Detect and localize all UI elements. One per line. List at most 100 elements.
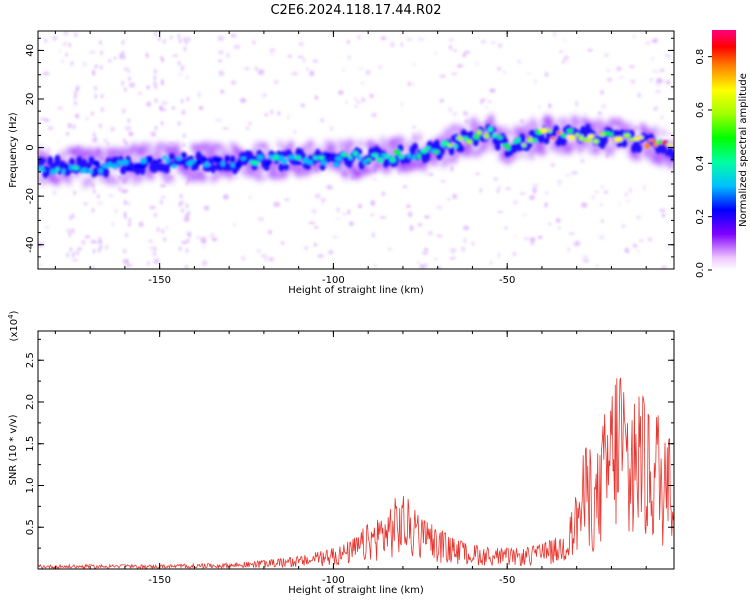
speckle-mark: [358, 67, 364, 71]
streak-mark: [153, 68, 157, 74]
spectrogram-y-ticks: -40 -20 0 20 40: [25, 37, 674, 270]
streak-mark: [69, 215, 73, 221]
spectrogram-x-axis-label: Height of straight line (km): [288, 285, 424, 296]
amplitude-mark: [49, 169, 57, 175]
amplitude-mark: [533, 138, 538, 143]
halo-mark: [65, 177, 72, 186]
amplitude-mark: [318, 155, 325, 160]
speckle-mark: [434, 257, 438, 261]
core-mark: [88, 156, 95, 165]
streak-mark: [185, 180, 189, 186]
spectrogram-heatmap: [38, 31, 674, 269]
core-mark: [207, 157, 214, 165]
halo-mark: [162, 172, 169, 184]
streak-mark: [157, 36, 161, 42]
streak-mark: [123, 199, 127, 205]
speckle-mark: [218, 59, 223, 63]
speckle-mark: [463, 237, 467, 244]
speckle-mark: [72, 259, 79, 262]
speckle-mark: [529, 195, 535, 201]
speckle-mark: [548, 103, 552, 109]
speckle-mark: [423, 247, 429, 252]
streak-mark: [163, 236, 167, 242]
halo-mark: [98, 151, 105, 158]
streak-mark: [118, 186, 122, 192]
amplitude-mark: [420, 148, 428, 154]
speckle-mark: [84, 235, 91, 239]
snr-line-area: [38, 377, 674, 569]
speckle-mark: [183, 216, 190, 223]
speckle-mark: [114, 208, 118, 214]
colorbar-label: Normalized spectral amplitude: [738, 73, 749, 227]
streak-mark: [97, 239, 101, 245]
speckle-mark: [563, 55, 569, 61]
speckle-mark: [559, 50, 564, 53]
speckle-mark: [234, 176, 239, 180]
ridge-core: [38, 123, 674, 179]
speckle-mark: [503, 71, 506, 74]
speckle-mark: [618, 203, 621, 206]
speckle-mark: [313, 208, 317, 215]
streak-mark: [178, 246, 182, 252]
speckle-mark: [632, 125, 639, 132]
streak-mark: [179, 193, 183, 199]
halo-mark: [215, 143, 222, 150]
amplitude-mark: [578, 135, 585, 142]
speckle-mark: [621, 224, 626, 229]
streak-mark: [76, 250, 80, 256]
halo-mark: [627, 121, 634, 132]
amplitude-mark: [456, 136, 464, 141]
halo-mark: [240, 166, 247, 177]
amplitude-mark: [592, 138, 600, 144]
speckle-mark: [303, 246, 309, 250]
speckle-mark: [373, 178, 378, 181]
streak-mark: [66, 131, 70, 137]
amplitude-mark: [483, 133, 490, 139]
streak-mark: [122, 138, 126, 144]
halo-mark: [504, 156, 511, 164]
speckle-mark: [464, 119, 469, 124]
speckle-mark: [314, 225, 319, 229]
speckle-mark: [58, 49, 61, 53]
halo-mark: [349, 140, 356, 148]
core-mark: [628, 129, 635, 140]
speckle-mark: [270, 109, 274, 115]
amplitude-mark: [575, 133, 580, 137]
speckle-mark: [330, 126, 333, 131]
speckle-mark: [313, 242, 318, 247]
speckle-mark: [633, 34, 636, 39]
halo-mark: [415, 132, 422, 142]
speckle-mark: [159, 184, 167, 188]
amplitude-mark: [224, 155, 230, 162]
amplitude-mark: [352, 151, 359, 156]
amplitude-mark: [325, 152, 332, 157]
amplitude-mark: [157, 158, 163, 163]
speckle-mark: [635, 215, 642, 220]
speckle-mark: [347, 54, 351, 60]
streak-mark: [73, 90, 77, 96]
speckle-mark: [643, 188, 646, 191]
halo-mark: [507, 129, 514, 137]
halo-mark: [98, 175, 105, 182]
speckle-mark: [603, 53, 610, 58]
speckle-mark: [406, 37, 413, 42]
amplitude-mark: [165, 158, 171, 164]
speckle-mark: [82, 61, 88, 67]
speckle-mark: [463, 50, 471, 54]
speckle-mark: [172, 54, 179, 57]
amplitude-mark: [566, 128, 574, 134]
speckle-mark: [121, 189, 129, 194]
amplitude-mark: [320, 160, 327, 165]
speckle-mark: [600, 219, 604, 223]
core-mark: [47, 156, 54, 167]
speckle-mark: [150, 131, 157, 137]
speckle-mark: [201, 240, 207, 244]
speckle-mark: [489, 260, 493, 265]
speckle-mark: [645, 40, 651, 46]
core-mark: [433, 139, 440, 151]
speckle-mark: [261, 92, 267, 98]
speckle-mark: [436, 234, 443, 237]
streak-mark: [124, 141, 128, 147]
speckle-mark: [251, 40, 256, 45]
